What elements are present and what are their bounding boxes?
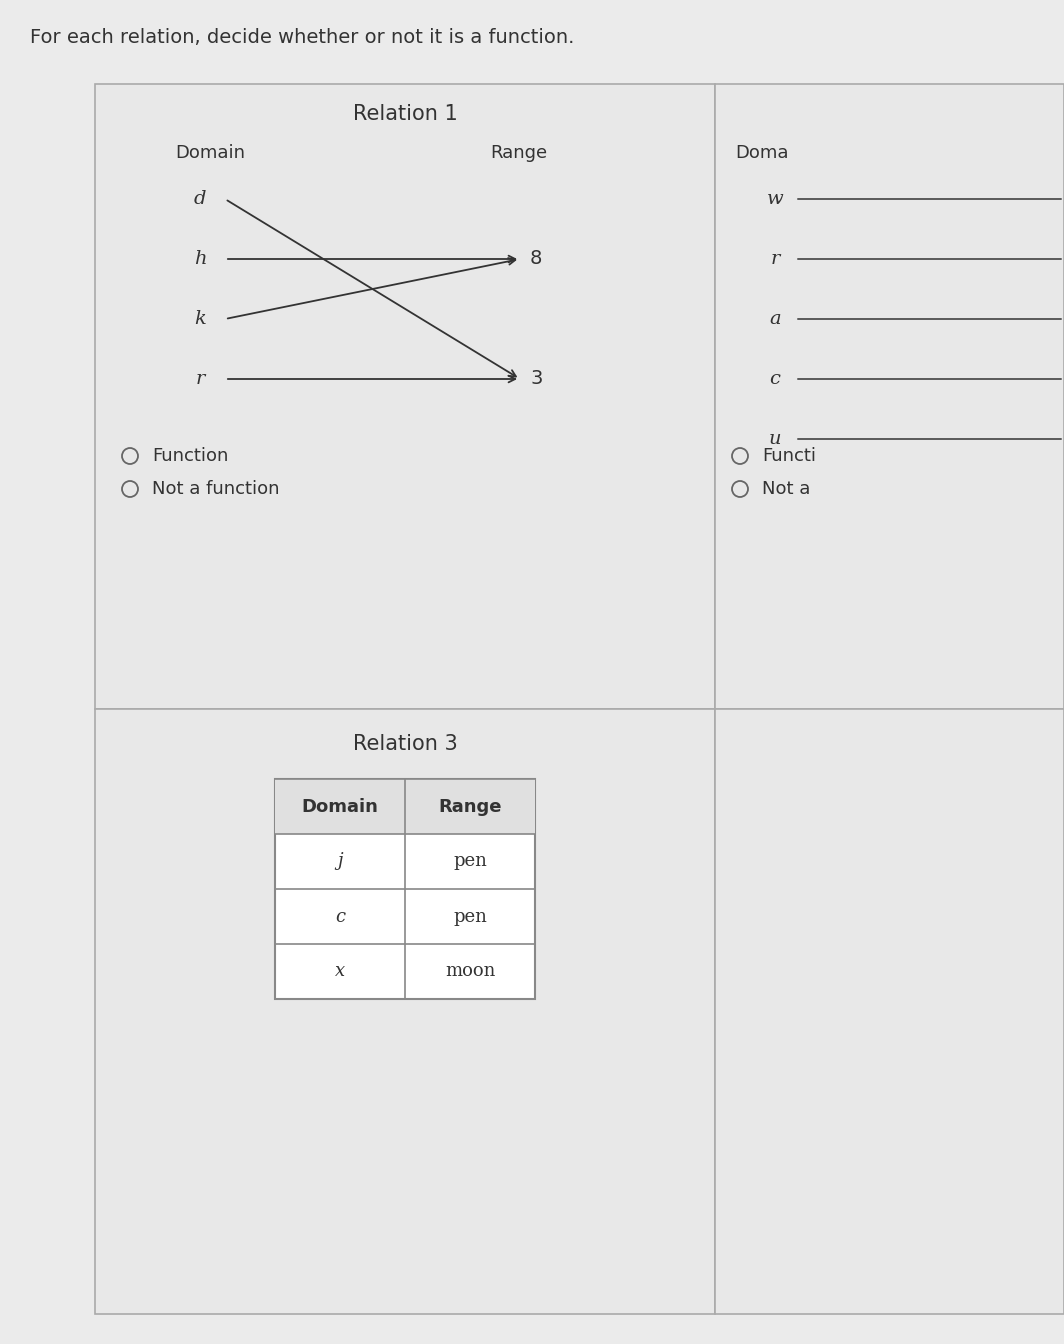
Text: 3: 3 <box>530 370 543 388</box>
Text: w: w <box>767 190 783 208</box>
Text: Not a function: Not a function <box>152 480 280 499</box>
Bar <box>715 83 1064 710</box>
Text: j: j <box>337 852 343 871</box>
Text: r: r <box>770 250 780 267</box>
Text: Function: Function <box>152 448 229 465</box>
Text: 8: 8 <box>530 250 543 269</box>
Text: r: r <box>196 370 204 388</box>
Text: Domain: Domain <box>301 797 379 816</box>
Text: k: k <box>194 310 206 328</box>
Text: pen: pen <box>453 907 487 926</box>
Bar <box>275 780 535 835</box>
Text: Doma: Doma <box>735 144 788 163</box>
Text: c: c <box>335 907 345 926</box>
Text: x: x <box>335 962 345 981</box>
Bar <box>715 710 1064 1314</box>
Text: moon: moon <box>445 962 495 981</box>
Text: Not a: Not a <box>762 480 811 499</box>
Text: d: d <box>194 190 206 208</box>
Text: c: c <box>769 370 780 388</box>
Text: Relation 3: Relation 3 <box>352 734 458 754</box>
Text: For each relation, decide whether or not it is a function.: For each relation, decide whether or not… <box>30 28 575 47</box>
Bar <box>275 780 535 999</box>
Bar <box>95 710 715 1314</box>
Text: Range: Range <box>491 144 547 163</box>
Text: h: h <box>194 250 206 267</box>
Text: Domain: Domain <box>174 144 245 163</box>
Text: Relation 1: Relation 1 <box>352 103 458 124</box>
Text: a: a <box>769 310 781 328</box>
Text: pen: pen <box>453 852 487 871</box>
Text: u: u <box>769 430 781 448</box>
Text: Range: Range <box>438 797 502 816</box>
Text: Functi: Functi <box>762 448 816 465</box>
Bar <box>95 83 715 710</box>
